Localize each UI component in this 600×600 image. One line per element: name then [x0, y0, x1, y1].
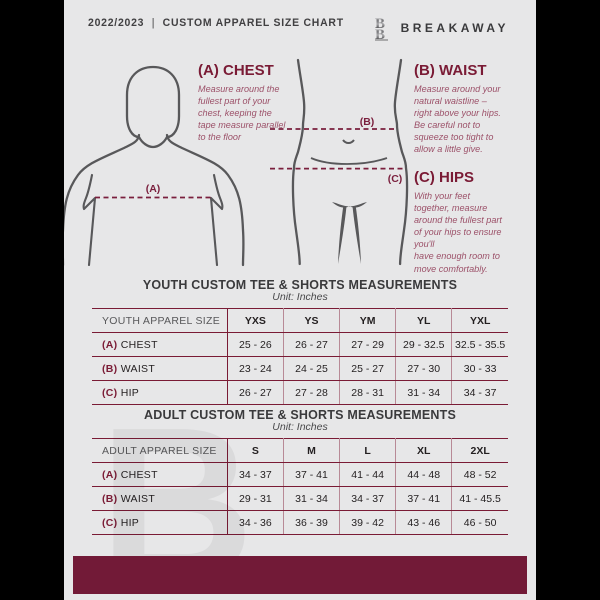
svg-text:B: B [375, 27, 385, 41]
svg-text:(B): (B) [360, 116, 375, 128]
svg-text:(C): (C) [388, 173, 403, 185]
